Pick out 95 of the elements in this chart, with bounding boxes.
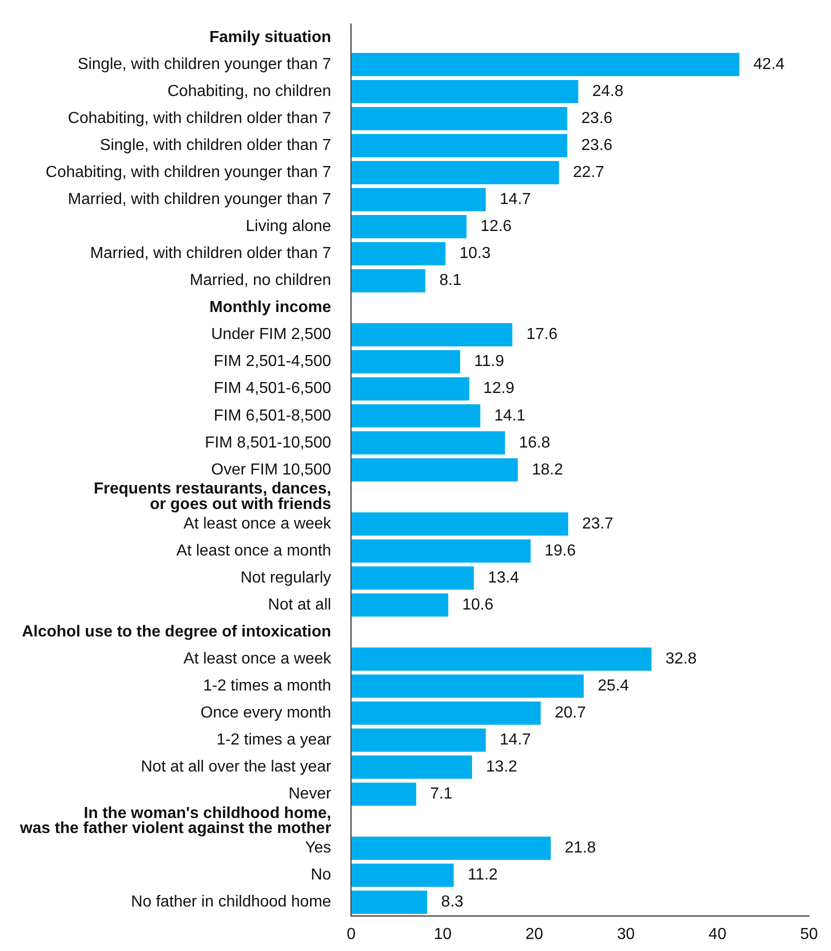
bar [351, 242, 446, 266]
y-tick-label: FIM 8,501-10,500 [204, 434, 332, 452]
bar [351, 80, 578, 104]
data-label: 11.9 [474, 353, 504, 370]
bar [351, 323, 512, 346]
data-label: 13.4 [488, 569, 520, 586]
y-tick-label: Living alone [246, 218, 332, 236]
y-tick-label: Cohabiting, with children older than 7 [68, 110, 332, 127]
data-label: 23.7 [582, 515, 614, 532]
y-tick-label: At least once a month [176, 542, 332, 560]
data-label: 25.4 [598, 678, 629, 694]
bar [351, 593, 448, 617]
bar [351, 728, 486, 752]
y-tick-label: FIM 2,501-4,500 [214, 353, 332, 370]
y-tick-label: Married, with children older than 7 [90, 245, 332, 262]
data-label: 10.3 [459, 245, 491, 262]
data-label: 17.6 [526, 326, 558, 344]
y-tick-label: Yes [305, 840, 332, 857]
data-label: 21.8 [564, 840, 596, 857]
y-tick-label: FIM 4,501-6,500 [214, 380, 332, 398]
y-tick-label: Monthly income [209, 299, 332, 316]
x-tick-label: 0 [346, 926, 356, 943]
y-tick-label: Married, with children younger than 7 [68, 191, 332, 208]
data-label: 14.7 [500, 732, 532, 749]
data-label: 8.3 [441, 894, 464, 911]
bar [351, 134, 568, 158]
y-tick-label: Never [288, 786, 332, 803]
data-label: 23.6 [581, 110, 613, 127]
data-label: 20.7 [554, 704, 586, 722]
y-tick-label: Frequents restaurants, dances, or goes out with friends [94, 480, 332, 513]
y-tick-label: Married, no children [190, 272, 332, 290]
x-tick-label: 40 [708, 926, 726, 943]
bar [351, 756, 472, 779]
data-label: 14.7 [500, 191, 532, 208]
bar [351, 106, 568, 130]
bar [351, 52, 740, 76]
data-label: 23.6 [581, 137, 613, 154]
y-tick-label: Cohabiting, no children [168, 82, 332, 100]
data-label: 10.6 [462, 596, 494, 614]
data-label: 11.2 [468, 866, 498, 884]
y-tick-label: No [310, 866, 332, 884]
bar [351, 512, 568, 536]
bar [351, 350, 460, 374]
y-tick-label: At least once a week [184, 515, 332, 532]
y-tick-label: FIM 6,501-8,500 [214, 407, 332, 424]
bar [351, 539, 531, 563]
data-label: 19.6 [544, 542, 576, 560]
bar [351, 188, 486, 212]
data-label: 16.8 [519, 434, 550, 452]
y-tick-label: At least once a week [184, 650, 332, 668]
x-tick-label: 50 [800, 926, 818, 943]
data-label: 14.1 [494, 407, 526, 424]
y-tick-label: Over FIM 10,500 [211, 461, 332, 478]
bar [351, 864, 454, 887]
y-tick-label: Cohabiting, with children younger than 7 [46, 164, 332, 182]
bar [351, 161, 560, 184]
data-label: 24.8 [592, 82, 624, 100]
bar [351, 377, 470, 400]
bar [351, 404, 480, 428]
bar [351, 269, 426, 292]
bar [351, 431, 505, 454]
bar [351, 890, 428, 914]
data-label: 12.6 [480, 218, 512, 236]
bar [351, 702, 541, 725]
y-tick-label: 1-2 times a month [203, 678, 332, 694]
bar [351, 836, 551, 860]
y-tick-label: Alcohol use to the degree of intoxication [22, 623, 332, 640]
data-label: 42.4 [753, 56, 785, 73]
bar [351, 566, 474, 590]
y-tick-label: Not at all over the last year [140, 758, 332, 776]
data-label: 18.2 [532, 461, 564, 478]
data-label: 8.1 [439, 272, 462, 290]
y-tick-label: In the woman's childhood home, was the father violent against the mother [19, 805, 332, 838]
y-tick-label: Single, with children younger than 7 [78, 56, 332, 73]
y-tick-label: Under FIM 2,500 [211, 326, 332, 344]
bar [351, 674, 584, 698]
y-tick-label: Single, with children older than 7 [100, 137, 332, 154]
x-tick-label: 20 [525, 926, 544, 943]
y-tick-label: Once every month [200, 704, 332, 722]
x-tick-label: 10 [434, 926, 452, 943]
bar [351, 458, 518, 482]
data-label: 13.2 [486, 758, 518, 776]
data-label: 32.8 [666, 650, 697, 668]
y-tick-label: No father in childhood home [131, 894, 332, 911]
y-tick-label: 1-2 times a year [216, 732, 332, 749]
data-label: 7.1 [430, 786, 453, 803]
bar [351, 215, 467, 238]
y-tick-label: Family situation [209, 28, 332, 46]
data-label: 12.9 [483, 380, 515, 398]
y-tick-label: Not regularly [240, 569, 332, 586]
data-label: 22.7 [573, 164, 604, 182]
y-tick-label: Not at all [268, 596, 332, 614]
bar [351, 647, 652, 671]
bar [351, 782, 416, 806]
x-tick-label: 30 [616, 926, 635, 943]
